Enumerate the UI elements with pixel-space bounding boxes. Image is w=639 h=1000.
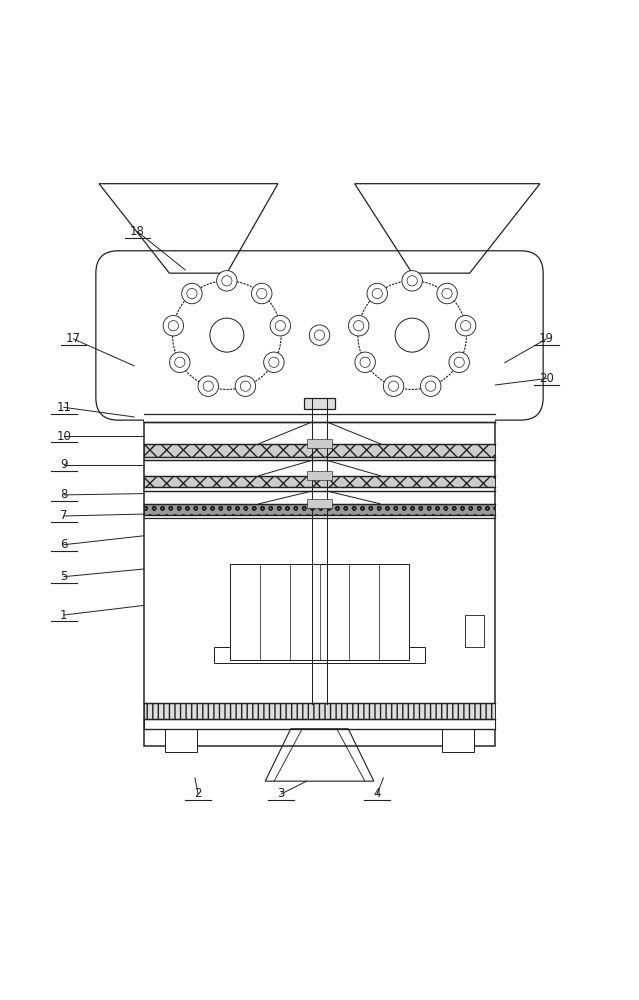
Text: 11: 11	[56, 401, 72, 414]
Circle shape	[454, 357, 465, 367]
Bar	[230, 564, 409, 660]
Circle shape	[181, 283, 202, 304]
Text: 1: 1	[60, 609, 68, 622]
Text: 3: 3	[277, 787, 285, 800]
Text: 9: 9	[60, 458, 68, 471]
Circle shape	[168, 321, 178, 331]
Circle shape	[309, 325, 330, 345]
Circle shape	[217, 271, 237, 291]
Circle shape	[235, 376, 256, 396]
Bar	[307, 499, 332, 508]
Bar	[307, 471, 332, 480]
Bar	[144, 703, 495, 719]
Text: 17: 17	[66, 332, 81, 345]
Circle shape	[187, 288, 197, 299]
Text: 8: 8	[60, 488, 68, 501]
Circle shape	[270, 315, 291, 336]
Circle shape	[252, 283, 272, 304]
Circle shape	[355, 352, 375, 373]
Text: 2: 2	[194, 787, 202, 800]
Circle shape	[353, 321, 364, 331]
Bar	[307, 439, 332, 448]
Circle shape	[449, 352, 470, 373]
Bar	[304, 398, 335, 409]
Circle shape	[240, 381, 250, 391]
Circle shape	[169, 352, 190, 373]
Bar	[165, 729, 197, 752]
Bar	[214, 647, 425, 663]
Circle shape	[372, 288, 382, 299]
Circle shape	[275, 321, 286, 331]
Bar	[144, 414, 495, 422]
Text: 19: 19	[539, 332, 554, 345]
Circle shape	[437, 283, 458, 304]
Bar	[442, 729, 474, 752]
Bar	[144, 444, 495, 457]
Circle shape	[348, 315, 369, 336]
Circle shape	[314, 330, 325, 340]
Bar	[144, 504, 495, 515]
Text: 4: 4	[373, 787, 381, 800]
Bar	[144, 476, 495, 487]
Circle shape	[367, 283, 387, 304]
Circle shape	[407, 276, 417, 286]
Circle shape	[402, 271, 422, 291]
Bar	[144, 719, 495, 729]
Circle shape	[389, 381, 399, 391]
Circle shape	[360, 357, 370, 367]
Circle shape	[264, 352, 284, 373]
Circle shape	[426, 381, 436, 391]
Circle shape	[163, 315, 183, 336]
Text: 7: 7	[60, 509, 68, 522]
Circle shape	[198, 376, 219, 396]
Circle shape	[203, 381, 213, 391]
Circle shape	[442, 288, 452, 299]
FancyBboxPatch shape	[96, 251, 543, 420]
Circle shape	[257, 288, 267, 299]
Text: 6: 6	[60, 538, 68, 551]
Text: 10: 10	[56, 430, 72, 443]
Circle shape	[461, 321, 471, 331]
Bar	[465, 615, 484, 647]
Circle shape	[269, 357, 279, 367]
Circle shape	[383, 376, 404, 396]
Circle shape	[420, 376, 441, 396]
Text: 20: 20	[539, 372, 554, 385]
Circle shape	[222, 276, 232, 286]
Circle shape	[456, 315, 476, 336]
Text: 18: 18	[130, 225, 145, 238]
Text: 5: 5	[60, 570, 68, 583]
Bar	[144, 414, 495, 746]
Circle shape	[174, 357, 185, 367]
